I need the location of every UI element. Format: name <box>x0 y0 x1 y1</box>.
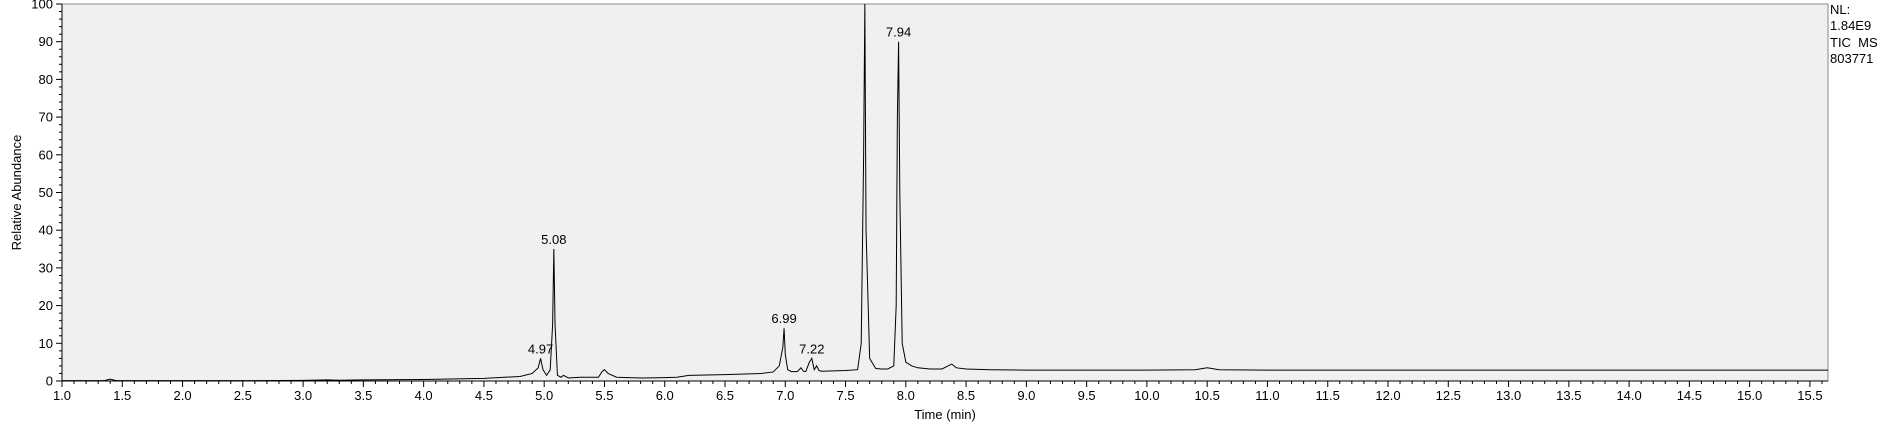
x-tick-label: 15.0 <box>1737 388 1762 403</box>
y-tick-label: 40 <box>39 223 53 238</box>
x-tick-label: 3.0 <box>294 388 312 403</box>
x-tick-label: 1.5 <box>113 388 131 403</box>
file-id: 803771 <box>1830 51 1873 66</box>
x-tick-label: 5.5 <box>595 388 613 403</box>
x-axis-label: Time (min) <box>914 407 976 422</box>
plot-area <box>61 3 1829 382</box>
x-tick-label: 13.5 <box>1556 388 1581 403</box>
side-info-panel: NL: 1.84E9 TIC MS 803771 <box>1830 2 1878 66</box>
x-tick-label: 6.0 <box>656 388 674 403</box>
x-tick-label: 11.5 <box>1316 388 1340 403</box>
peak-label: 4.97 <box>528 341 553 356</box>
peak-label: 6.99 <box>771 311 796 326</box>
peak-label: 7.94 <box>886 25 911 40</box>
x-tick-label: 8.5 <box>957 388 975 403</box>
x-tick-label: 14.0 <box>1616 388 1641 403</box>
y-tick-label: 90 <box>39 34 53 49</box>
x-tick-label: 1.0 <box>53 388 71 403</box>
y-tick-label: 20 <box>39 298 53 313</box>
x-tick-label: 2.5 <box>234 388 252 403</box>
peak-labels: 4.97 5.08 6.997.22 7.66 7.94 <box>528 0 911 356</box>
x-tick-label: 2.0 <box>174 388 192 403</box>
y-axis: 0 10 20 30 40 50 60 70 80 90 100 <box>31 0 63 389</box>
peak-label: 5.08 <box>541 232 566 247</box>
x-tick-label: 8.0 <box>897 388 915 403</box>
nl-value: 1.84E9 <box>1830 18 1871 33</box>
x-tick-label: 7.0 <box>776 388 794 403</box>
tic-trace-line <box>62 3 1828 382</box>
x-tick-label: 10.5 <box>1195 388 1220 403</box>
x-tick-label: 4.0 <box>415 388 433 403</box>
x-tick-label: 15.5 <box>1797 388 1822 403</box>
x-tick-label: 3.5 <box>354 388 372 403</box>
x-tick-label: 9.0 <box>1017 388 1035 403</box>
x-tick-label: 13.0 <box>1496 388 1521 403</box>
y-tick-label: 60 <box>39 147 53 162</box>
tic-label: TIC MS <box>1830 35 1878 50</box>
peak-label: 7.66 <box>852 0 877 2</box>
x-tick-label: 10.0 <box>1134 388 1159 403</box>
x-axis: 1.0 1.5 2.0 2.5 3.0 3.5 4.0 4.5 5.0 5.5 6.0 6.5 7.0 7… <box>53 380 1828 403</box>
x-tick-label: 4.5 <box>475 388 493 403</box>
peak-label: 7.22 <box>799 341 824 356</box>
x-tick-label: 9.5 <box>1078 388 1096 403</box>
x-tick-label: 6.5 <box>716 388 734 403</box>
x-tick-label: 7.5 <box>837 388 855 403</box>
y-tick-label: 80 <box>39 72 53 87</box>
x-tick-label: 14.5 <box>1677 388 1702 403</box>
x-tick-label: 11.0 <box>1255 388 1279 403</box>
x-tick-label: 12.5 <box>1436 388 1461 403</box>
y-tick-label: 100 <box>31 0 53 12</box>
nl-label: NL: <box>1830 2 1850 17</box>
y-tick-label: 0 <box>46 374 53 389</box>
y-axis-label: Relative Abundance <box>9 135 24 251</box>
y-tick-label: 50 <box>39 185 53 200</box>
y-tick-label: 10 <box>39 336 53 351</box>
y-tick-label: 30 <box>39 260 53 275</box>
x-tick-label: 5.0 <box>535 388 553 403</box>
x-tick-label: 12.0 <box>1375 388 1400 403</box>
y-tick-label: 70 <box>39 110 53 125</box>
